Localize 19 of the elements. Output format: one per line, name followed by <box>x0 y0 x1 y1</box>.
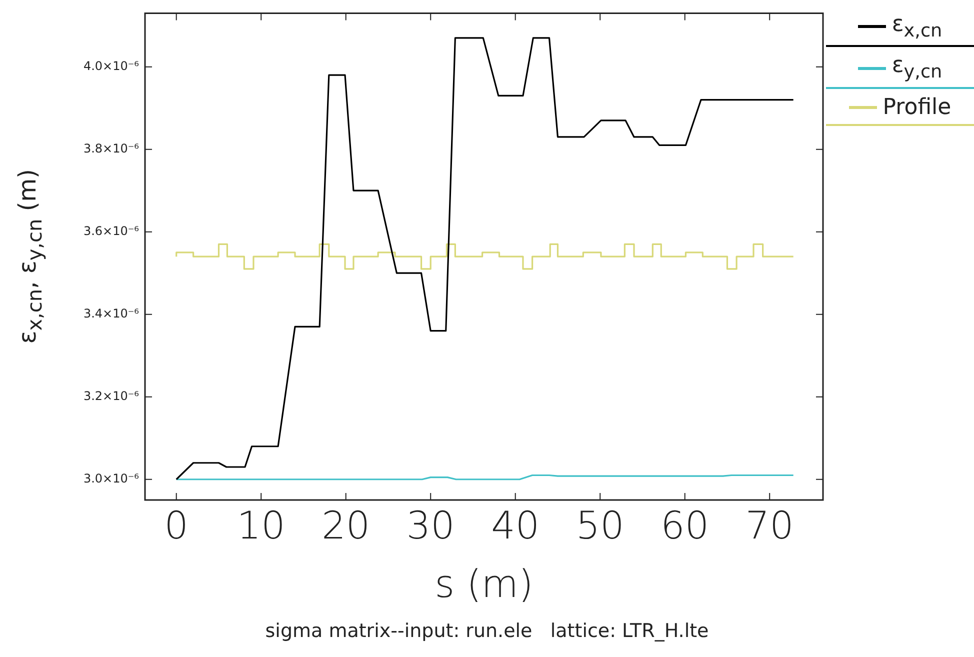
x-tick-label: 0 <box>164 504 188 548</box>
x-tick-label: 20 <box>322 504 370 548</box>
y-tick-label: 3.2×10⁻⁶ <box>83 388 140 403</box>
y-tick-label: 4.0×10⁻⁶ <box>83 58 140 73</box>
x-tick-label: 50 <box>576 504 624 548</box>
y-tick-label: 3.4×10⁻⁶ <box>83 306 140 320</box>
y-tick-label: 3.8×10⁻⁶ <box>83 141 140 156</box>
legend-label: ε$_{y,cn}$ <box>892 53 942 83</box>
x-tick-label: 70 <box>745 504 794 548</box>
legend-label: ε$_{x,cn}$ <box>892 12 942 42</box>
y-tick-label: 3.0×10⁻⁶ <box>83 472 140 486</box>
x-tick-label: 10 <box>236 504 286 548</box>
x-tick-label: 60 <box>660 504 710 548</box>
legend-label: Profile <box>882 94 952 120</box>
x-axis-title: s (m) <box>434 562 534 606</box>
text: sigma matrix--input: run.ele lattice: LTR_H.lte <box>264 620 710 642</box>
x-tick-label: 40 <box>491 504 540 548</box>
x-tick-label: 30 <box>406 504 455 548</box>
y-tick-label: 3.6×10⁻⁶ <box>83 224 140 238</box>
